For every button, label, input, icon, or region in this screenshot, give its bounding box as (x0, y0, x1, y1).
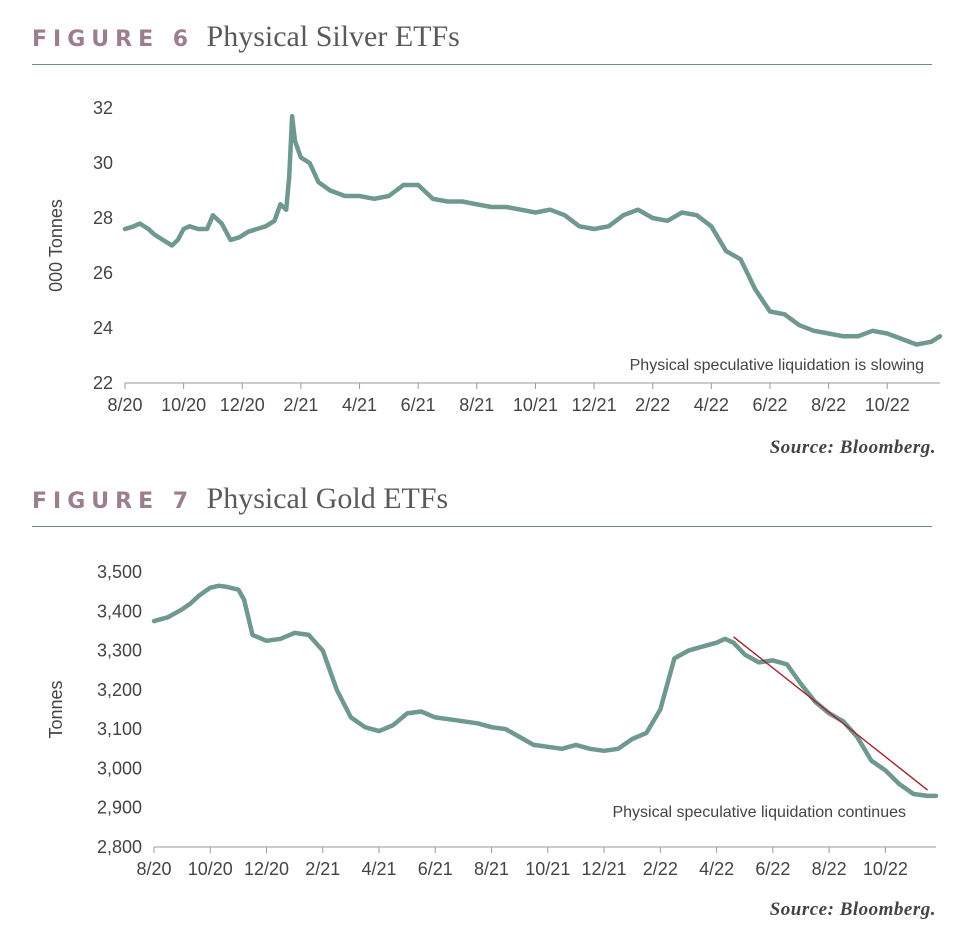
series-line (151, 583, 939, 799)
x-tick-label: 2/22 (635, 395, 670, 415)
y-tick-label: 2,900 (97, 798, 142, 818)
y-tick-label: 3,500 (97, 562, 142, 582)
x-tick-label: 4/22 (694, 395, 729, 415)
figure-6-header: FIGURE 6 Physical Silver ETFs (32, 20, 460, 54)
x-tick-label: 8/20 (107, 395, 142, 415)
figure-6: FIGURE 6 Physical Silver ETFs 8/20 10/20 1… (0, 0, 956, 470)
y-tick-label: 2,800 (97, 837, 142, 857)
x-tick-label: 4/22 (699, 859, 734, 879)
x-tick-label: 6/21 (401, 395, 436, 415)
x-tick-label: 4/21 (362, 859, 397, 879)
y-axis-title: Tonnes (46, 680, 66, 738)
figure-6-label: FIGURE 6 (32, 27, 195, 52)
y-tick-label: 30 (93, 153, 113, 173)
x-tick-label: 10/22 (863, 859, 908, 879)
x-tick-label: 6/21 (418, 859, 453, 879)
x-tick-label: 2/21 (283, 395, 318, 415)
x-tick-label: 12/20 (220, 395, 265, 415)
x-tick-label: 12/20 (244, 859, 289, 879)
figure-7-header: FIGURE 7 Physical Gold ETFs (32, 482, 448, 516)
y-tick-label: 3,100 (97, 719, 142, 739)
y-axis-title: 000 Tonnes (46, 199, 66, 292)
x-tick-label: 8/22 (812, 859, 847, 879)
y-tick-label: 3,400 (97, 601, 142, 621)
x-tick-label: 10/21 (525, 859, 570, 879)
y-tick-label: 32 (93, 98, 113, 118)
x-tick-label: 8/20 (136, 859, 171, 879)
chart-annotation: Physical speculative liquidation is slow… (630, 357, 924, 374)
figure-7-source: Source: Bloomberg. (769, 899, 936, 920)
x-tick-label: 2/22 (643, 859, 678, 879)
x-tick-label: 8/21 (474, 859, 509, 879)
y-tick-label: 3,300 (97, 641, 142, 661)
x-tick-label: 2/21 (305, 859, 340, 879)
figure-7-rule (32, 526, 932, 527)
x-tick-label: 6/22 (752, 395, 787, 415)
figure-7-title: Physical Gold ETFs (206, 482, 449, 515)
y-tick-label: 28 (93, 208, 113, 228)
x-tick-label: 10/22 (865, 395, 910, 415)
gold-etf-chart: 8/20 10/20 12/20 2/21 4/21 6/21 8/21 10/21 12/21… (46, 562, 939, 879)
trend-line (733, 636, 928, 791)
silver-etf-chart: 8/20 10/20 12/20 2/21 4/21 6/21 8/21 10/21 12/21… (46, 98, 943, 415)
x-tick-label: 10/20 (188, 859, 233, 879)
y-tick-label: 24 (93, 318, 113, 338)
figure-7-label: FIGURE 7 (32, 489, 195, 514)
chart-annotation: Physical speculative liquidation continu… (612, 804, 906, 821)
series-line (122, 114, 943, 347)
figure-6-title: Physical Silver ETFs (206, 20, 460, 53)
x-tick-label: 6/22 (755, 859, 790, 879)
x-tick-label: 12/21 (582, 859, 627, 879)
x-tick-label: 10/20 (161, 395, 206, 415)
x-tick-label: 8/22 (811, 395, 846, 415)
x-tick-label: 8/21 (459, 395, 494, 415)
y-tick-label: 3,000 (97, 758, 142, 778)
figure-7: FIGURE 7 Physical Gold ETFs 8/20 10/20 12/… (0, 470, 956, 940)
figure-6-source: Source: Bloomberg. (769, 437, 936, 458)
x-tick-label: 4/21 (342, 395, 377, 415)
y-tick-label: 26 (93, 263, 113, 283)
y-tick-label: 22 (93, 373, 113, 393)
x-tick-label: 10/21 (513, 395, 558, 415)
y-tick-label: 3,200 (97, 680, 142, 700)
x-tick-label: 12/21 (572, 395, 617, 415)
figure-6-rule (32, 64, 932, 65)
